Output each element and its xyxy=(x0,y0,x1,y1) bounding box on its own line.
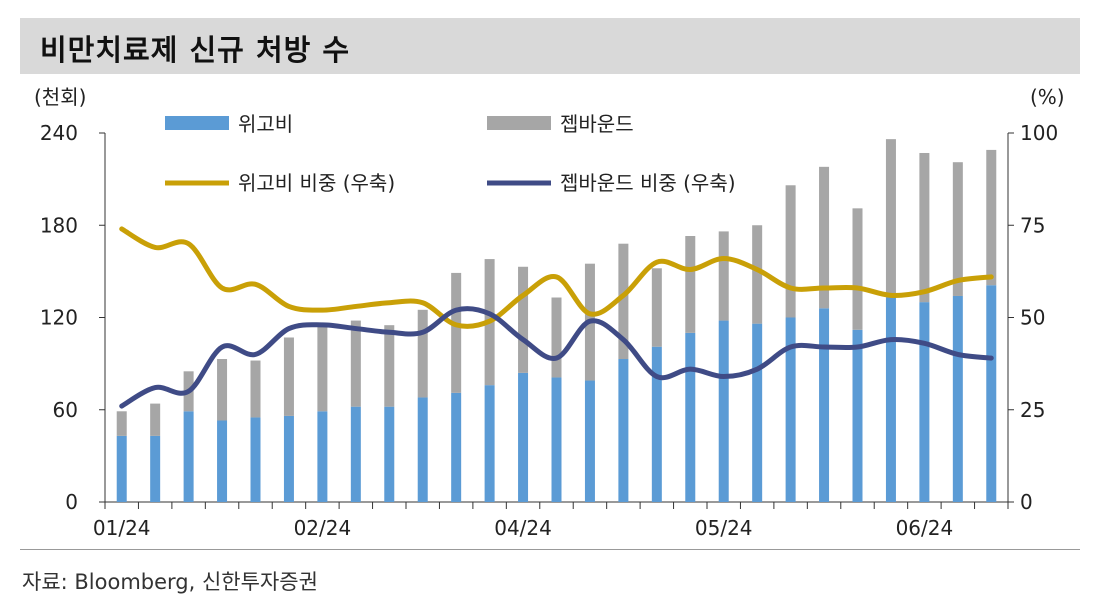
bar-zepbound xyxy=(852,208,863,330)
bar-zepbound xyxy=(651,268,662,347)
bar-zepbound xyxy=(986,149,997,286)
bar-zepbound xyxy=(417,309,428,398)
bar-zepbound xyxy=(952,162,963,296)
right-tick-label: 0 xyxy=(1020,490,1033,514)
legend-label-wegovy: 위고비 xyxy=(238,112,293,136)
bar-wegovy xyxy=(718,320,729,502)
bar-wegovy xyxy=(183,411,194,502)
source-note: 자료: Bloomberg, 신한투자증권 xyxy=(22,570,318,594)
bar-wegovy xyxy=(885,297,896,502)
line-wegovy-share xyxy=(119,226,994,329)
bar-wegovy xyxy=(752,323,763,502)
legend-label-zepbound-share: 젭바운드 비중 (우축) xyxy=(560,171,736,195)
right-axis-unit: (%) xyxy=(1030,85,1065,109)
x-tick-label: 05/24 xyxy=(695,516,753,540)
left-tick-label: 60 xyxy=(53,398,78,422)
bar-zepbound xyxy=(384,325,395,407)
left-tick-label: 0 xyxy=(65,490,78,514)
bar-wegovy xyxy=(150,435,161,502)
bar-zepbound xyxy=(718,231,729,321)
bar-wegovy xyxy=(952,295,963,502)
legend-label-zepbound: 젭바운드 xyxy=(560,112,634,136)
bar-wegovy xyxy=(919,302,930,502)
legend-swatch-zepbound xyxy=(487,116,551,130)
bar-zepbound xyxy=(317,325,328,412)
bar-wegovy xyxy=(283,415,294,502)
legend-label-wegovy-share: 위고비 비중 (우축) xyxy=(238,171,395,195)
bar-zepbound xyxy=(618,243,629,360)
line-zepbound-share xyxy=(119,306,994,409)
bar-zepbound xyxy=(752,225,763,324)
right-tick-label: 25 xyxy=(1020,398,1045,422)
bar-wegovy xyxy=(250,417,261,502)
bar-wegovy xyxy=(350,406,361,502)
bar-wegovy xyxy=(618,359,629,502)
left-tick-label: 240 xyxy=(40,121,78,145)
bar-zepbound xyxy=(885,139,896,298)
bar-wegovy xyxy=(785,317,796,502)
right-tick-label: 75 xyxy=(1020,213,1045,237)
legend-swatch-wegovy xyxy=(165,116,229,130)
x-tick-label: 01/24 xyxy=(93,516,151,540)
left-tick-label: 120 xyxy=(40,306,78,330)
chart-title: 비만치료제 신규 처방 수 xyxy=(40,33,351,67)
bar-wegovy xyxy=(417,397,428,502)
bar-zepbound xyxy=(518,266,529,373)
right-tick-label: 100 xyxy=(1020,121,1058,145)
bar-zepbound xyxy=(551,297,562,378)
left-tick-label: 180 xyxy=(40,213,78,237)
x-tick-label: 06/24 xyxy=(896,516,954,540)
axes: 0 60 120 180 240 0 25 50 75 100 (천회) (%) 01/24 02/24 0… xyxy=(34,85,1065,540)
title-bar: 비만치료제 신규 처방 수 xyxy=(20,18,1080,74)
bar-zepbound xyxy=(350,320,361,407)
bar-zepbound xyxy=(150,403,161,436)
bar-wegovy xyxy=(584,380,595,502)
bar-zepbound xyxy=(685,236,696,333)
bar-zepbound xyxy=(217,359,228,421)
right-tick-label: 50 xyxy=(1020,306,1045,330)
bar-zepbound xyxy=(819,166,830,309)
bar-zepbound xyxy=(919,152,930,303)
x-tick-label: 04/24 xyxy=(494,516,552,540)
bar-wegovy xyxy=(986,285,997,502)
lines xyxy=(119,226,994,409)
bar-wegovy xyxy=(217,420,228,502)
bar-zepbound xyxy=(283,337,294,416)
source-divider xyxy=(20,549,1080,550)
x-tick-label: 02/24 xyxy=(294,516,352,540)
bar-wegovy xyxy=(384,406,395,502)
bar-wegovy xyxy=(852,329,863,502)
bar-wegovy xyxy=(451,392,462,502)
bar-wegovy xyxy=(116,435,127,502)
bar-wegovy xyxy=(484,385,495,502)
bar-wegovy xyxy=(819,308,830,502)
bar-zepbound xyxy=(116,411,127,436)
bar-wegovy xyxy=(651,346,662,502)
bar-wegovy xyxy=(518,372,529,502)
bar-zepbound xyxy=(250,360,261,418)
bar-zepbound xyxy=(451,272,462,393)
bar-wegovy xyxy=(317,411,328,502)
bar-zepbound xyxy=(785,185,796,318)
bar-wegovy xyxy=(551,377,562,502)
left-axis-unit: (천회) xyxy=(34,85,86,109)
bar-wegovy xyxy=(685,332,696,502)
